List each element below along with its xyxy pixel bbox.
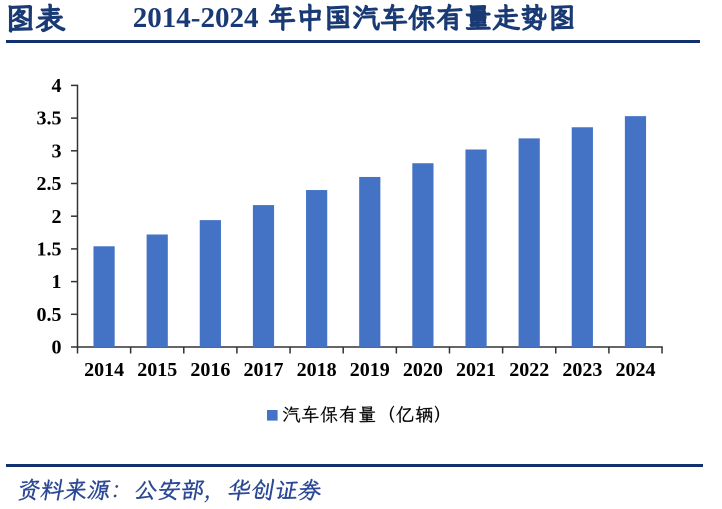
- svg-text:2: 2: [52, 206, 62, 228]
- svg-text:2022: 2022: [509, 359, 549, 381]
- svg-text:1: 1: [52, 271, 62, 293]
- svg-text:3: 3: [52, 140, 62, 162]
- svg-text:2024: 2024: [615, 359, 655, 381]
- svg-text:2014: 2014: [84, 359, 124, 381]
- svg-text:2014-2024: 2014-2024: [133, 2, 259, 34]
- svg-text:2020: 2020: [403, 359, 443, 381]
- svg-text:1.5: 1.5: [37, 239, 62, 261]
- svg-text:4: 4: [52, 75, 62, 97]
- svg-text:2.5: 2.5: [37, 173, 62, 195]
- svg-text:0.5: 0.5: [37, 304, 62, 326]
- svg-text:2023: 2023: [562, 359, 602, 381]
- svg-text:3.5: 3.5: [37, 108, 62, 130]
- svg-text:2019: 2019: [350, 359, 390, 381]
- svg-text:2016: 2016: [190, 359, 230, 381]
- svg-text:2015: 2015: [137, 359, 177, 381]
- svg-text:2018: 2018: [297, 359, 337, 381]
- svg-text:2021: 2021: [456, 359, 496, 381]
- svg-text:2017: 2017: [243, 359, 283, 381]
- svg-text:0: 0: [52, 337, 62, 359]
